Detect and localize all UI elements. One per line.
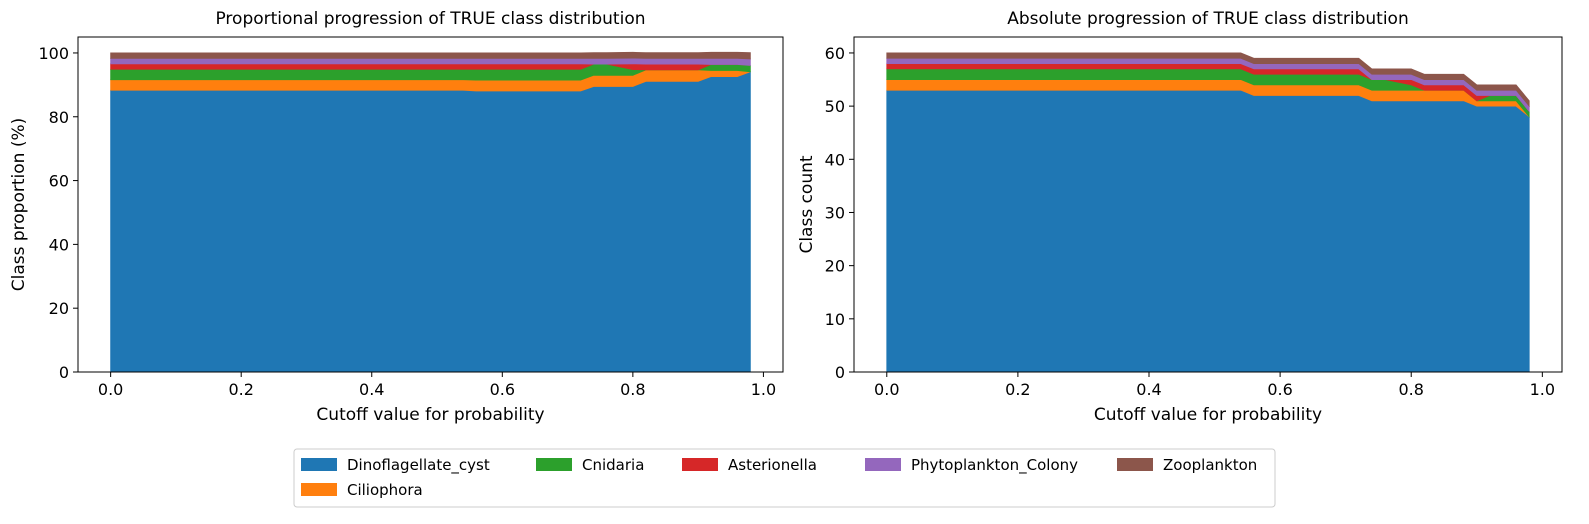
right-chart-y-tick-label: 50 [825,97,845,116]
right-chart-x-tick-label: 0.6 [1267,380,1292,399]
left-chart-frame [77,36,784,373]
right-chart-y-tick-label: 30 [825,203,845,222]
right-chart-y-tick-label: 60 [825,44,845,63]
right-chart-x-tick-label: 1.0 [1530,380,1555,399]
legend-label-cnidaria: Cnidaria [582,456,644,474]
left-chart-x-axis-label: Cutoff value for probability [316,405,544,425]
left-chart-y-tick-label: 20 [49,299,69,318]
right-chart-area-zooplankton [886,52,1530,108]
right-chart-y-axis-label: Class count [797,155,817,253]
left-chart-area-zooplankton [110,51,751,60]
left-chart-x-tick-label: 1.0 [751,380,776,399]
left-chart-y-axis-label: Class proportion (%) [9,118,29,292]
left-chart-x-tick-label: 0.8 [620,380,645,399]
legend-label-asterionella: Asterionella [728,456,817,474]
left-chart-x-tick-label: 0.6 [490,380,515,399]
right-chart-x-tick-label: 0.4 [1136,380,1161,399]
right-chart-y-tick-label: 20 [825,257,845,276]
legend-label-zooplankton: Zooplankton [1163,456,1257,474]
legend-swatch-cnidaria [536,458,572,471]
left-chart-x-tick-label: 0.2 [228,380,253,399]
legend: Dinoflagellate_cyst Ciliophora Cnidaria Ast… [293,448,1276,508]
legend-label-dinoflagellate-cyst: Dinoflagellate_cyst [347,456,490,475]
right-chart-x-tick-label: 0.0 [874,380,899,399]
right-chart-area-dinoflagellate-cyst [886,89,1530,373]
legend-swatch-phytoplankton-colony [865,458,901,471]
right-chart-title: Absolute progression of TRUE class distr… [1007,9,1408,29]
right-chart: 0.0 0.2 0.4 0.6 0.8 1.0 0 10 20 30 40 50 60 Absolute … [797,9,1563,425]
legend-swatch-asterionella [682,458,718,471]
legend-label-phytoplankton-colony: Phytoplankton_Colony [911,456,1078,475]
left-chart-x-tick-label: 0.0 [98,380,123,399]
right-chart-y-tick-label: 0 [835,363,845,382]
left-chart: 0.0 0.2 0.4 0.6 0.8 1.0 0 20 40 60 80 100 Proportion… [9,9,784,425]
left-chart-y-tick-label: 80 [49,108,69,127]
right-chart-frame [853,36,1563,373]
left-chart-title: Proportional progression of TRUE class d… [215,9,645,29]
left-chart-y-tick-label: 40 [49,235,69,254]
left-chart-area-dinoflagellate-cyst [110,71,751,373]
legend-swatch-ciliophora [301,483,337,496]
right-chart-x-axis-label: Cutoff value for probability [1094,405,1322,425]
left-chart-x-tick-label: 0.4 [359,380,384,399]
legend-swatch-zooplankton [1117,458,1153,471]
right-chart-y-tick-label: 40 [825,150,845,169]
legend-swatch-dinoflagellate-cyst [301,458,337,471]
left-chart-y-tick-label: 60 [49,172,69,191]
left-chart-y-tick-label: 100 [38,44,69,63]
legend-label-ciliophora: Ciliophora [347,481,423,499]
left-chart-area-asterionella [110,63,751,71]
right-chart-x-tick-label: 0.8 [1398,380,1423,399]
right-chart-y-tick-label: 10 [825,310,845,329]
right-chart-x-tick-label: 0.2 [1005,380,1030,399]
left-chart-y-tick-label: 0 [59,363,69,382]
